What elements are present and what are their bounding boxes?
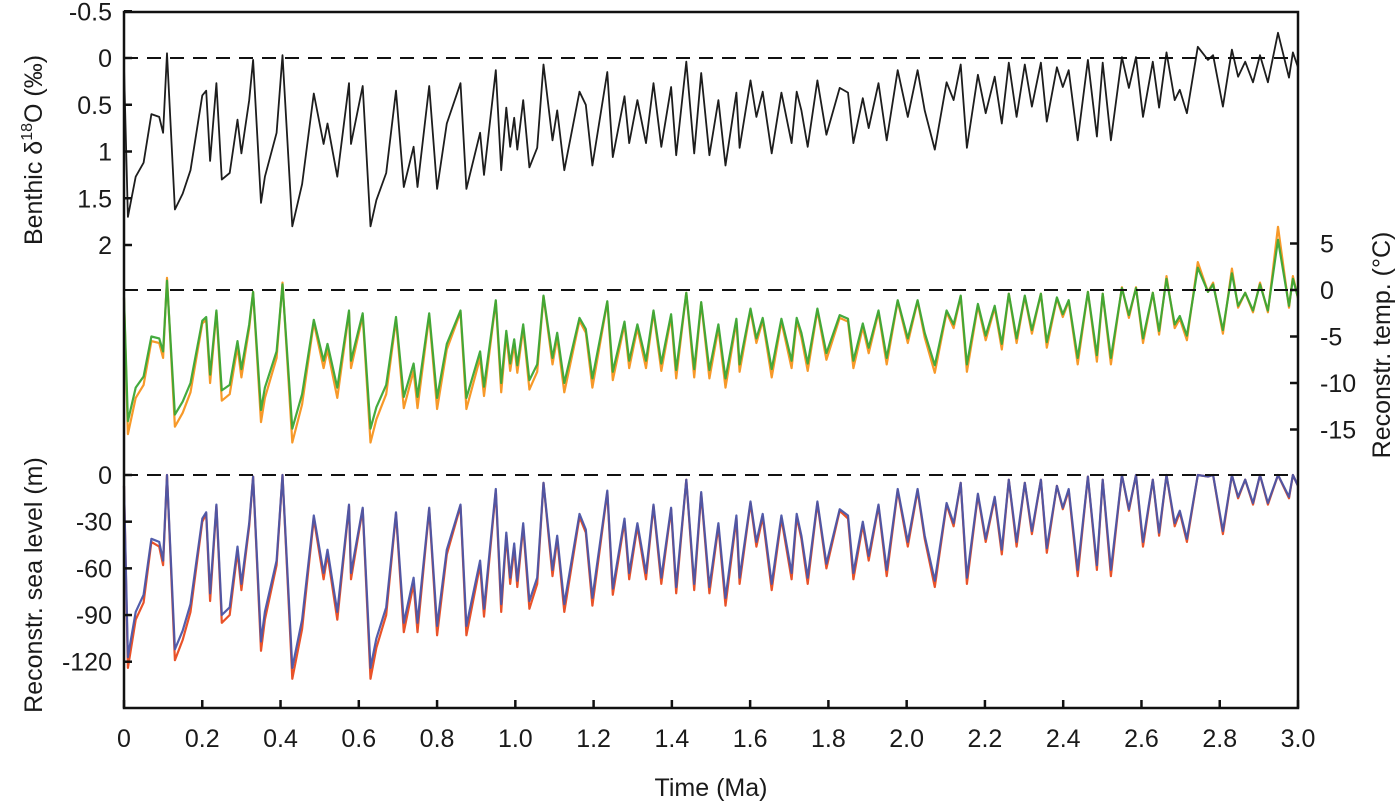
d18o-y-tick-label: -0.5 (69, 0, 112, 26)
x-tick-label: 0.4 (263, 725, 298, 753)
sealevel-y-tick-label: 0 (98, 462, 112, 490)
x-axis-title: Time (Ma) (655, 774, 768, 802)
x-tick-label: 2.4 (1046, 725, 1081, 753)
d18o-label-suffix: O (‰) (20, 55, 48, 123)
x-tick-label: 0 (117, 725, 131, 753)
temp-series-0-line (122, 225, 1300, 444)
y-axis-title-temp: Reconstr. temp. (°C) (1368, 232, 1396, 459)
x-tick-label: 2.2 (968, 725, 1003, 753)
temp-y-tick-label: -15 (1320, 417, 1356, 445)
d18o-y-tick-label: 1.5 (77, 185, 112, 213)
x-tick-label: 2.0 (889, 725, 924, 753)
sealevel-series-1-line (122, 473, 1299, 669)
sealevel-y-tick-label: -30 (76, 509, 112, 537)
series-layer (122, 31, 1300, 680)
x-tick-label: 2.6 (1124, 725, 1159, 753)
x-tick-label: 1.8 (811, 725, 846, 753)
x-tick-label: 0.2 (185, 725, 220, 753)
d18o-series-0-line (123, 31, 1299, 228)
d18o-label-superscript: 18 (19, 123, 36, 141)
sealevel-y-tick-label: -90 (76, 602, 112, 630)
x-tick-label: 1.0 (498, 725, 533, 753)
d18o-y-tick-label: 1 (98, 139, 112, 167)
x-tick-label: 2.8 (1202, 725, 1237, 753)
temp-y-tick-label: 5 (1320, 231, 1334, 259)
x-tick-label: 1.6 (733, 725, 768, 753)
x-tick-label: 0.6 (341, 725, 376, 753)
x-tick-label: 0.8 (420, 725, 455, 753)
sealevel-y-tick-label: -120 (62, 649, 112, 677)
x-tick-label: 3.0 (1281, 725, 1316, 753)
y-axis-title-d18o: Benthic δ18O (‰) (19, 55, 48, 245)
d18o-y-tick-label: 0.5 (77, 92, 112, 120)
d18o-y-tick-label: 2 (98, 232, 112, 260)
x-tick-label: 1.2 (576, 725, 611, 753)
reference-lines (124, 57, 1298, 476)
temp-y-tick-label: 0 (1320, 277, 1334, 305)
d18o-label-prefix: Benthic δ (20, 141, 48, 245)
temp-series-1-line (122, 238, 1300, 430)
temp-y-tick-label: -10 (1320, 370, 1356, 398)
axis-ticks (122, 10, 1300, 708)
x-tick-label: 1.4 (654, 725, 689, 753)
d18o-y-tick-label: 0 (98, 45, 112, 73)
temp-y-tick-label: -5 (1320, 324, 1342, 352)
plot-frame (122, 10, 1300, 710)
sealevel-y-tick-label: -60 (76, 555, 112, 583)
y-axis-title-sealevel: Reconstr. sea level (m) (20, 457, 48, 713)
